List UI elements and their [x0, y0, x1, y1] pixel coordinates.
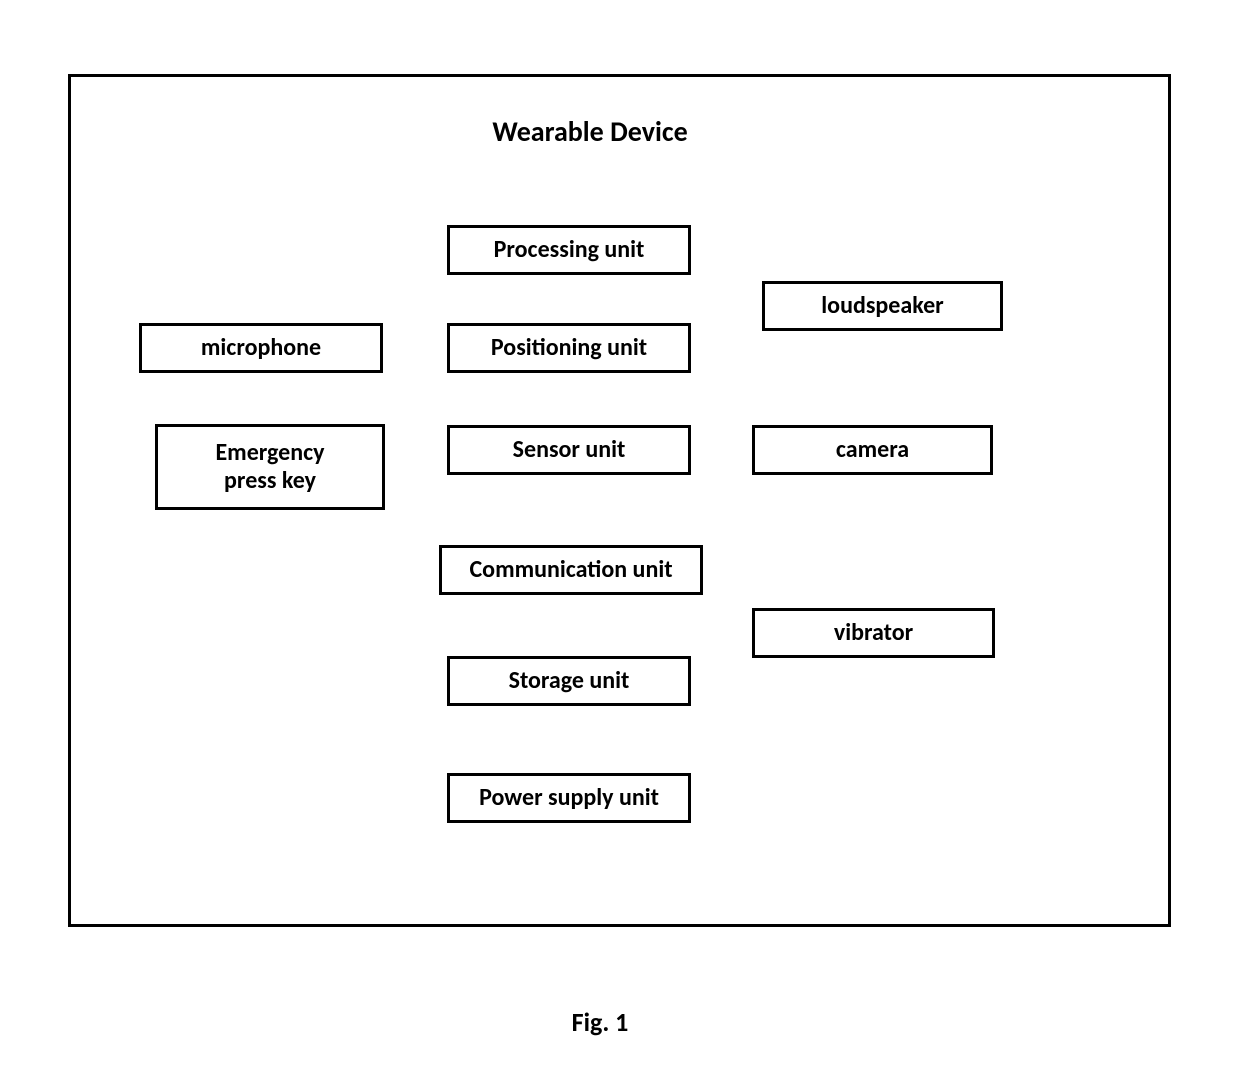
node-label: Processing unit	[494, 236, 645, 264]
node-label: vibrator	[834, 619, 913, 647]
node-storage-unit: Storage unit	[447, 656, 691, 706]
node-positioning-unit: Positioning unit	[447, 323, 691, 373]
node-power-supply-unit: Power supply unit	[447, 773, 691, 823]
node-microphone: microphone	[139, 323, 383, 373]
node-label: Storage unit	[509, 667, 630, 695]
node-communication-unit: Communication unit	[439, 545, 703, 595]
node-label: loudspeaker	[821, 292, 943, 320]
node-label: camera	[836, 436, 909, 464]
node-camera: camera	[752, 425, 993, 475]
node-emergency-press-key: Emergencypress key	[155, 424, 385, 510]
figure-caption: Fig. 1	[540, 1006, 660, 1038]
node-label: Communication unit	[469, 556, 672, 584]
diagram-title: Wearable Device	[440, 114, 740, 149]
node-label: Sensor unit	[513, 436, 626, 464]
node-label: Emergencypress key	[215, 439, 324, 494]
node-vibrator: vibrator	[752, 608, 995, 658]
node-sensor-unit: Sensor unit	[447, 425, 691, 475]
node-label: Positioning unit	[491, 334, 647, 362]
node-loudspeaker: loudspeaker	[762, 281, 1003, 331]
node-label: Power supply unit	[479, 784, 659, 812]
node-processing-unit: Processing unit	[447, 225, 691, 275]
node-label: microphone	[201, 334, 321, 362]
